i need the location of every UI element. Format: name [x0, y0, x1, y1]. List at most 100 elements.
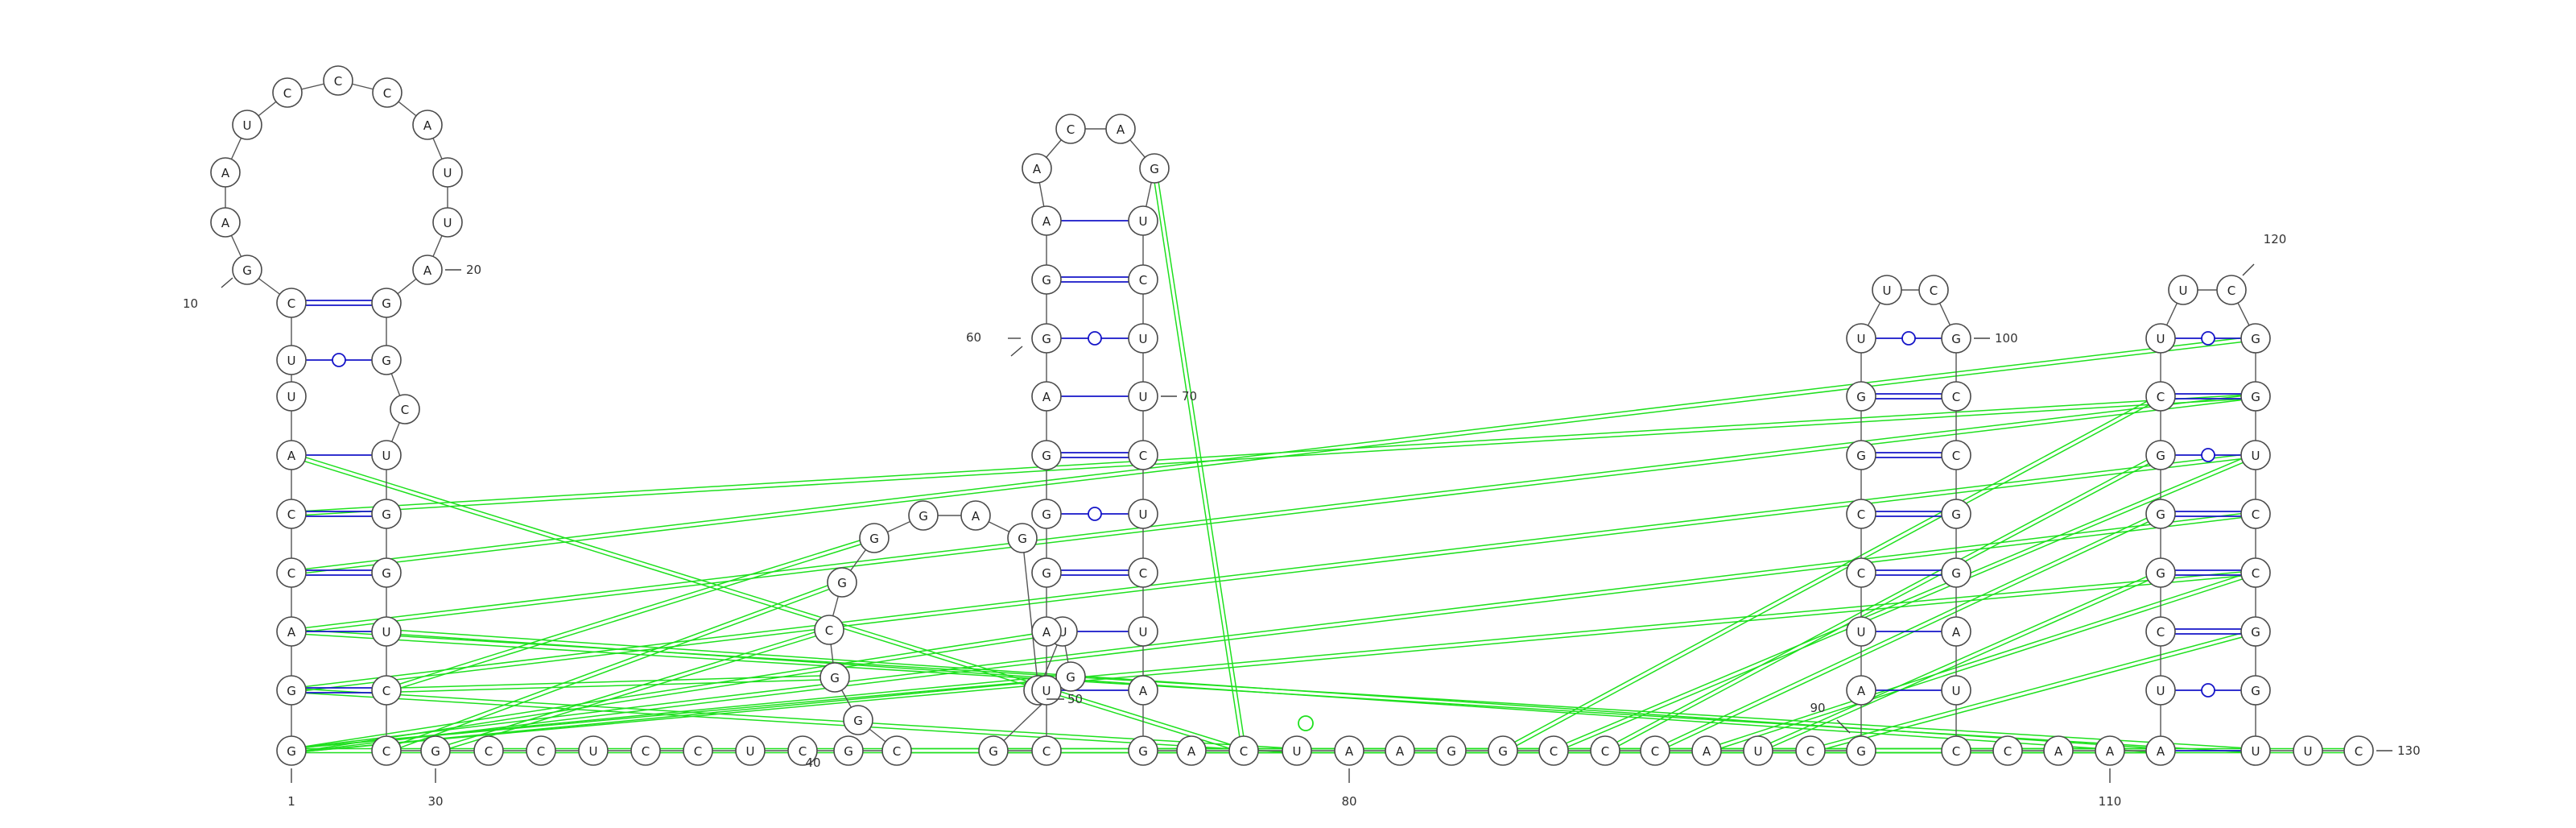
- nucleotide-letter: A: [423, 263, 432, 278]
- nucleotide-letter: C: [382, 684, 390, 698]
- nucleotide-letter: C: [1952, 449, 1960, 463]
- tertiary-interaction-line: [291, 456, 1244, 754]
- nucleotide-letter: U: [444, 216, 452, 230]
- nucleotide: G: [2145, 440, 2176, 470]
- nucleotide-letter: C: [1651, 744, 1659, 759]
- nucleotide-letter: G: [2251, 684, 2260, 698]
- nucleotide: A: [1022, 153, 1052, 184]
- nucleotide: G: [859, 523, 890, 553]
- nucleotide-letter: U: [1857, 332, 1866, 346]
- nucleotide: C: [630, 735, 661, 766]
- nucleotide: U: [2168, 275, 2198, 305]
- nucleotide: G: [1941, 323, 1971, 354]
- nucleotide: U: [1872, 275, 1902, 305]
- nucleotide: G: [978, 735, 1009, 766]
- nucleotide-letter: C: [2227, 284, 2235, 298]
- position-label: 40: [805, 756, 820, 770]
- nucleotide-letter: U: [746, 744, 755, 759]
- nucleotide-letter: A: [221, 216, 230, 230]
- nucleotide: C: [814, 615, 844, 645]
- nucleotide: G: [1846, 381, 1876, 412]
- nucleotide-letter: A: [1857, 684, 1866, 698]
- nucleotide: A: [276, 440, 307, 470]
- nucleotide: U: [276, 345, 307, 375]
- tertiary-interaction-line: [291, 628, 1063, 750]
- nucleotide-letter: G: [1042, 507, 1051, 522]
- nucleotide: C: [2216, 275, 2247, 305]
- nucleotide-letter: C: [893, 744, 901, 759]
- nucleotide: G: [1128, 735, 1158, 766]
- nucleotide: G: [1055, 661, 1086, 692]
- wobble-pair-mark: [332, 353, 346, 367]
- nucleotide: C: [1941, 440, 1971, 470]
- nucleotide: G: [1031, 557, 1062, 588]
- nucleotide-letter: C: [287, 507, 295, 522]
- nucleotide: A: [412, 110, 443, 140]
- tertiary-interaction-line: [1503, 397, 2162, 753]
- nucleotide: G: [1846, 440, 1876, 470]
- tertiary-interaction-line: [291, 687, 1298, 750]
- nucleotide: A: [2145, 735, 2176, 766]
- nucleotide: U: [1128, 323, 1158, 354]
- tertiary-interaction-line: [1554, 456, 2257, 753]
- nucleotide-letter: C: [799, 744, 807, 759]
- nucleotide-letter: A: [1042, 390, 1051, 404]
- nucleotide: U: [2145, 675, 2176, 706]
- nucleotide: C: [1846, 499, 1876, 529]
- nucleotide-letter: A: [1042, 214, 1051, 229]
- nucleotide-letter: G: [1042, 273, 1051, 288]
- nucleotide-letter: U: [1952, 684, 1961, 698]
- backbone-link: [1022, 537, 1039, 691]
- tertiary-interaction-line: [1653, 511, 2161, 750]
- nucleotide-letter: C: [287, 566, 295, 581]
- nucleotide: C: [1538, 735, 1569, 766]
- backbone-layer: [225, 80, 2359, 751]
- nucleotide: C: [787, 735, 818, 766]
- nucleotide: U: [371, 616, 402, 647]
- nucleotide-letter: G: [1951, 507, 1961, 522]
- nucleotide-letter: C: [1240, 744, 1248, 759]
- nucleotide-letter: A: [1042, 625, 1051, 640]
- nucleotide-letter: G: [869, 532, 879, 546]
- nucleotide-letter: G: [1042, 332, 1051, 346]
- nucleotide: U: [1128, 205, 1158, 236]
- nucleotide-letter: U: [2157, 332, 2165, 346]
- nucleotide-letter: G: [844, 744, 853, 759]
- nucleotide: G: [2145, 557, 2176, 588]
- nucleotide-letter: C: [2252, 566, 2260, 581]
- base-pair-layer: [306, 220, 2241, 751]
- nucleotide-letter: G: [2156, 449, 2165, 463]
- nucleotide-letter: C: [1930, 284, 1938, 298]
- nucleotide: U: [2240, 440, 2271, 470]
- nucleotide: A: [1105, 114, 1136, 144]
- tertiary-interaction-line: [291, 511, 2256, 750]
- nucleotide-letter: G: [382, 354, 391, 368]
- nucleotide: A: [2043, 735, 2074, 766]
- nucleotide-letter: G: [382, 566, 391, 581]
- nucleotide-letter: G: [1042, 449, 1051, 463]
- nucleotide-letter: G: [1951, 566, 1961, 581]
- nucleotide: G: [371, 499, 402, 529]
- position-label: 10: [183, 296, 198, 311]
- nucleotide-letter: U: [1883, 284, 1892, 298]
- nucleotide: C: [1918, 275, 1949, 305]
- nucleotide-letter: A: [1187, 744, 1196, 759]
- position-label: 110: [2099, 794, 2122, 809]
- nucleotide-letter: C: [1857, 507, 1865, 522]
- nucleotide: G: [2240, 675, 2271, 706]
- nucleotide-letter: A: [1033, 162, 1042, 176]
- nucleotide-letter: U: [1042, 684, 1051, 698]
- nucleotide: G: [232, 255, 262, 285]
- tertiary-interaction-line: [291, 569, 2256, 750]
- nucleotide: G: [1007, 523, 1038, 553]
- nucleotide-letter: A: [1703, 744, 1711, 759]
- tertiary-interaction-line: [1552, 453, 2256, 750]
- wobble-pair-mark: [1088, 507, 1102, 521]
- nucleotide: C: [1590, 735, 1620, 766]
- wobble-pair-mark: [2201, 683, 2215, 698]
- nucleotide-letter: C: [401, 403, 409, 417]
- nucleotide: U: [232, 110, 262, 140]
- nucleotide-letter: C: [287, 296, 295, 311]
- nucleotide-letter: C: [1067, 122, 1075, 137]
